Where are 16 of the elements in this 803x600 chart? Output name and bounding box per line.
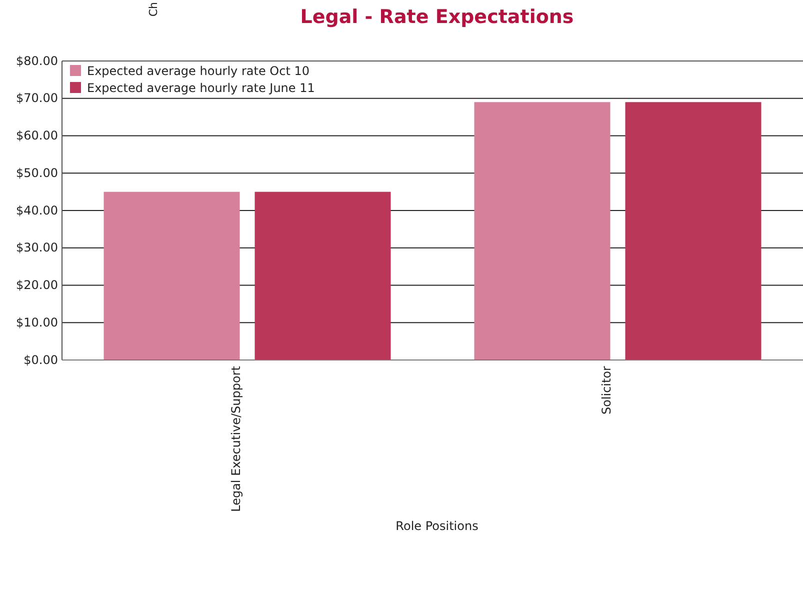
y-tick-label: $30.00 bbox=[16, 240, 58, 255]
text: Ch bbox=[147, 2, 160, 17]
y-tick-label: $80.00 bbox=[16, 54, 58, 68]
y-tick-label: $0.00 bbox=[24, 352, 58, 367]
x-tick-label: Solicitor bbox=[600, 366, 614, 415]
y-tick-label: $60.00 bbox=[16, 128, 58, 143]
y-tick-label: $20.00 bbox=[16, 278, 58, 292]
y-tick-label: $10.00 bbox=[16, 315, 58, 330]
legend-label: Expected average hourly rate Oct 10 bbox=[87, 64, 310, 78]
chart-title: Legal - Rate Expectations bbox=[300, 6, 574, 28]
legend-label: Expected average hourly rate June 11 bbox=[87, 81, 315, 95]
y-tick-label: $40.00 bbox=[16, 203, 58, 218]
y-tick-label: $50.00 bbox=[16, 166, 58, 180]
x-axis-title: Role Positions bbox=[396, 519, 478, 534]
x-tick-label: Legal Executive/Support bbox=[229, 366, 244, 512]
y-tick-label: $70.00 bbox=[16, 91, 58, 106]
